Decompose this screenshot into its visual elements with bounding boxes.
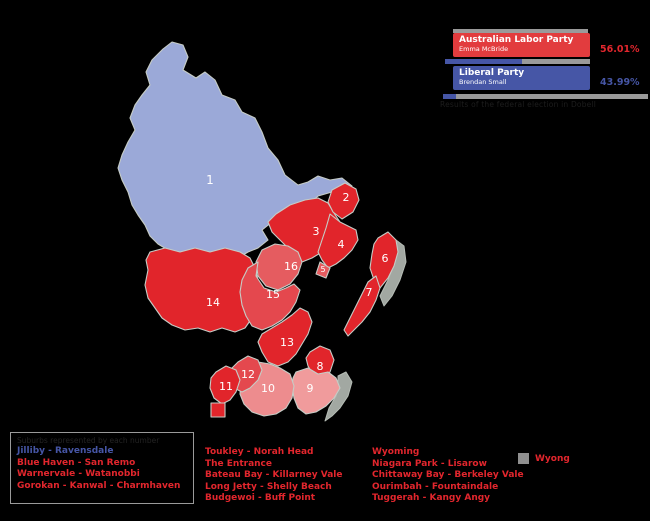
map-region-4 [317, 213, 359, 269]
key-line: Budgewoi - Buff Point [205, 493, 316, 503]
region-label-9: 9 [307, 382, 314, 395]
key-line: Blue Haven - San Remo [17, 457, 136, 468]
lib-candidate: Brendan Small [459, 78, 507, 86]
map-region-16 [255, 243, 303, 291]
key-line: Gorokan - Kanwal - Charmhaven [17, 480, 181, 491]
map-region-6 [369, 231, 399, 289]
region-label-5: 5 [320, 265, 325, 274]
region-label-14: 14 [206, 296, 220, 309]
region-label-4: 4 [338, 238, 345, 251]
alp-candidate: Emma McBride [459, 45, 509, 53]
key-line: Ourimbah - Fountaindale [372, 481, 499, 492]
map-inset-square [210, 402, 226, 418]
key-line: Jilliby - Ravensdale [17, 446, 114, 456]
key-line: Tuggerah - Kangy Angy [372, 493, 491, 503]
map-region-15 [239, 261, 301, 331]
alp-share-bar [440, 59, 650, 64]
region-label-12: 12 [241, 368, 255, 381]
marker-label: Wyong [535, 453, 570, 464]
suburb-key-column-3: Wyoming Niagara Park - Lisarow Chittaway… [372, 447, 540, 505]
lib-share-bar [440, 94, 650, 99]
map-region-11 [209, 365, 241, 405]
lib-party-name: Liberal Party [459, 68, 525, 78]
share-bar-blue-segment-2 [443, 94, 456, 99]
region-label-8: 8 [317, 360, 324, 373]
share-bar-grey-segment [522, 59, 590, 64]
region-label-6: 6 [382, 252, 389, 265]
alp-party-name: Australian Labor Party [459, 35, 574, 45]
grey-square-icon [518, 453, 529, 464]
region-label-7: 7 [366, 286, 373, 299]
region-label-11: 11 [219, 380, 233, 393]
region-label-16: 16 [284, 260, 298, 273]
map-region-7 [343, 275, 381, 337]
region-label-1: 1 [206, 173, 214, 187]
alp-bar-track [453, 29, 588, 33]
key-line: Long Jetty - Shelly Beach [205, 481, 332, 492]
share-bar-grey-segment-2 [456, 94, 648, 99]
region-label-15: 15 [266, 288, 280, 301]
alp-result-value: 56.01% [600, 44, 640, 55]
suburb-key-column-2: Toukley - Norah Head The Entrance Bateau… [205, 447, 373, 505]
key-line: The Entrance [205, 458, 272, 469]
square-marker-key: Wyong [518, 448, 570, 467]
share-bar-blue-segment [445, 59, 522, 64]
map-region-2 [327, 182, 360, 220]
region-label-3: 3 [313, 225, 320, 238]
legend-caption: Results of the federal election in Dobel… [440, 100, 597, 109]
map-region-13 [257, 307, 313, 367]
key-line: Chittaway Bay - Berkeley Vale [372, 470, 524, 480]
key-box-header: Suburbs represented by each number [17, 436, 160, 445]
suburb-key-box: Suburbs represented by each number Jilli… [10, 432, 194, 504]
key-line: Warnervale - Watanobbi [17, 469, 140, 479]
region-label-10: 10 [261, 382, 275, 395]
lib-legend-box: Liberal Party Brendan Small [453, 66, 590, 90]
region-label-13: 13 [280, 336, 294, 349]
key-line: Bateau Bay - Killarney Vale [205, 470, 343, 480]
key-line: Niagara Park - Lisarow [372, 458, 487, 469]
map-region-14 [144, 247, 259, 333]
map-region-5 [315, 261, 331, 279]
alp-legend-box: Australian Labor Party Emma McBride [453, 33, 590, 57]
region-label-2: 2 [343, 191, 350, 204]
key-line: Wyoming [372, 447, 420, 457]
key-line: Toukley - Norah Head [205, 447, 314, 457]
lib-result-value: 43.99% [600, 77, 640, 88]
